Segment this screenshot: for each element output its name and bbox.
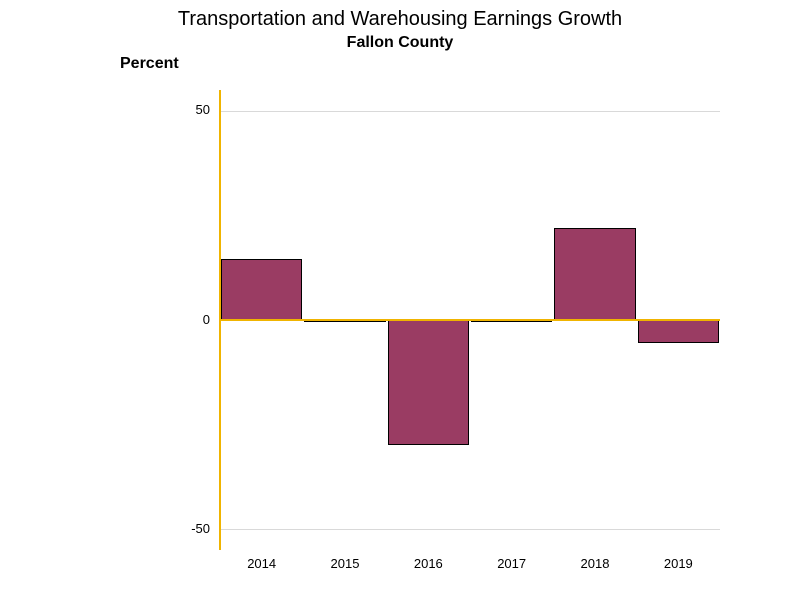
chart-title: Transportation and Warehousing Earnings … <box>0 8 800 31</box>
y-tick-label: 0 <box>170 312 210 327</box>
chart-subtitle: Fallon County <box>0 34 800 52</box>
x-tick-label: 2018 <box>553 556 636 571</box>
plot-area <box>220 90 720 550</box>
gridline <box>220 529 720 530</box>
bar <box>638 320 720 343</box>
y-axis-label: Percent <box>120 55 179 73</box>
y-tick-label: -50 <box>170 521 210 536</box>
x-tick-label: 2019 <box>637 556 720 571</box>
x-tick-label: 2016 <box>387 556 470 571</box>
chart-container: Transportation and Warehousing Earnings … <box>0 0 800 600</box>
x-tick-label: 2017 <box>470 556 553 571</box>
y-tick-label: 50 <box>170 102 210 117</box>
bar <box>221 259 303 320</box>
zero-line <box>220 319 720 321</box>
bar <box>388 320 470 445</box>
gridline <box>220 111 720 112</box>
x-tick-label: 2014 <box>220 556 303 571</box>
bar <box>554 228 636 320</box>
x-tick-label: 2015 <box>303 556 386 571</box>
